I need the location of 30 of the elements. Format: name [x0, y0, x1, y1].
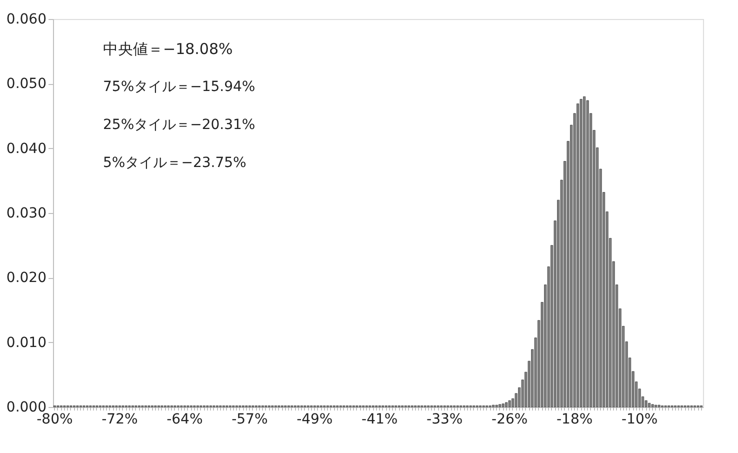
bar [583, 96, 586, 408]
y-tick-label: 0.010 [6, 334, 46, 351]
y-tick-label: 0.060 [6, 12, 46, 28]
x-tick-label: -57% [232, 412, 268, 428]
x-tick-label: -80% [36, 412, 73, 428]
y-tick-label: 0.050 [6, 76, 46, 92]
x-tick-label: -49% [296, 412, 333, 428]
annotation: 75%タイル＝−15.94% [103, 79, 256, 95]
bar [586, 100, 589, 408]
bar [580, 98, 582, 408]
x-tick-label: -64% [166, 412, 203, 428]
x-tick-label: -18% [556, 412, 593, 428]
y-tick-label: 0.040 [6, 140, 46, 157]
y-tick-label: 0.030 [6, 206, 46, 222]
bar [498, 404, 502, 408]
x-tick-label: -72% [102, 412, 138, 428]
bar [648, 402, 651, 408]
x-tick-label: -10% [621, 412, 658, 428]
bar [508, 400, 511, 408]
bar [651, 404, 654, 408]
bar [644, 400, 648, 408]
bar [505, 402, 508, 408]
x-tick-label: -26% [492, 412, 528, 428]
y-tick-label: 0.020 [6, 270, 46, 286]
annotation: 5%タイル＝−23.75% [103, 155, 246, 171]
bar [502, 404, 504, 408]
annotation: 中央値＝−18.08% [103, 40, 233, 58]
x-tick-label: -41% [362, 412, 398, 428]
x-tick-label: -33% [426, 412, 463, 428]
annotation: 25%タイル＝−20.31% [103, 117, 256, 133]
